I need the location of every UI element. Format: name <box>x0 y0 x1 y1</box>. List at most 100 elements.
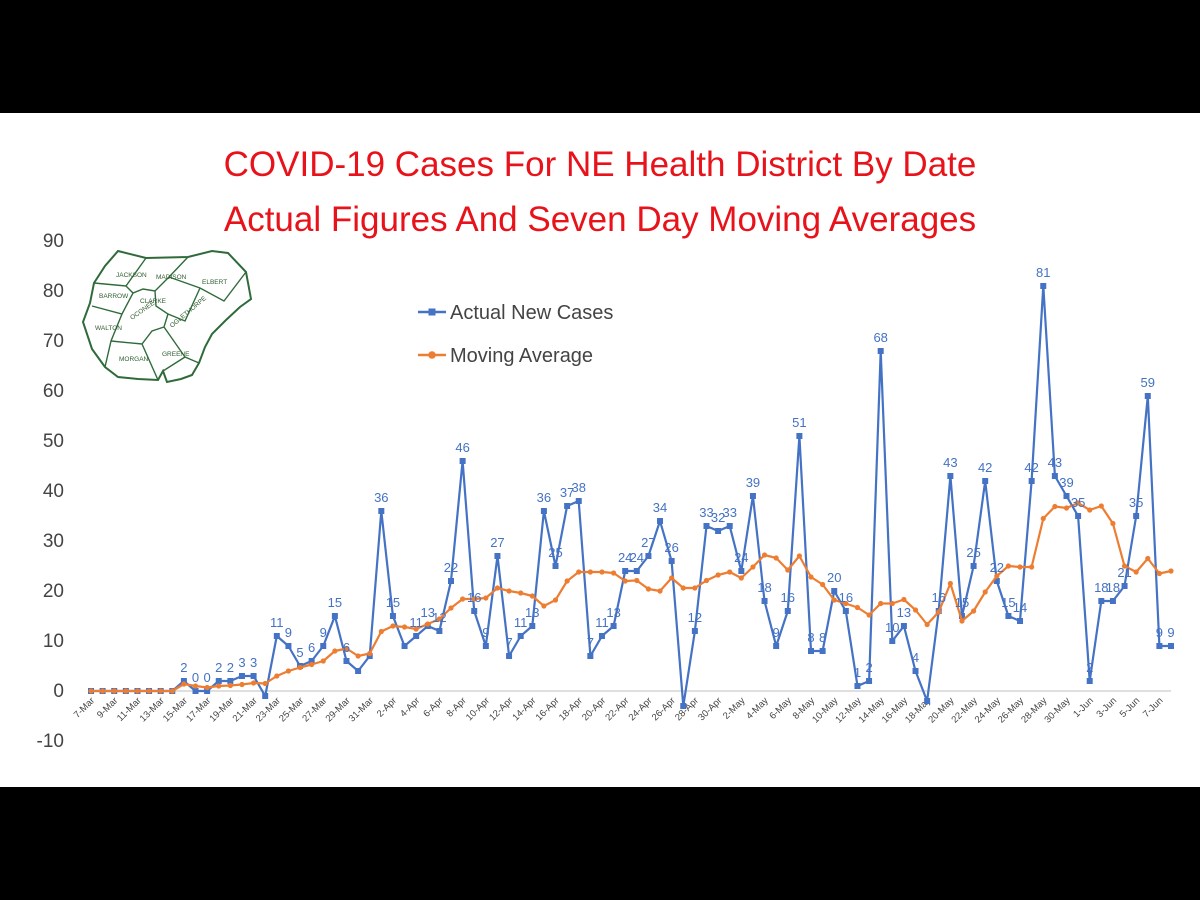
actual-cases-point <box>436 628 443 634</box>
data-label: 9 <box>1156 625 1163 640</box>
chart-frame: COVID-19 Cases For NE Health District By… <box>0 113 1200 787</box>
moving-average-point <box>692 585 698 591</box>
data-label: 9 <box>320 625 327 640</box>
data-label: 25 <box>966 545 980 560</box>
moving-average-point <box>541 603 547 609</box>
x-axis: 7-Mar9-Mar11-Mar13-Mar15-Mar17-Mar19-Mar… <box>72 695 1166 725</box>
data-label: 15 <box>386 595 400 610</box>
data-label: 24 <box>630 550 644 565</box>
legend-label-actual: Actual New Cases <box>450 302 613 324</box>
moving-average-point <box>401 624 408 630</box>
moving-average-point <box>970 608 977 614</box>
actual-cases-point <box>610 623 617 629</box>
actual-cases-point <box>355 668 362 674</box>
actual-cases-point <box>738 568 745 574</box>
county-label-madison: MADISON <box>156 274 187 281</box>
actual-cases-point <box>819 648 826 654</box>
x-tick-label: 29-Mar <box>324 695 353 724</box>
x-tick-label: 7-Jun <box>1141 695 1166 720</box>
moving-average-point <box>1087 507 1093 513</box>
district-map-borders <box>91 256 247 381</box>
actual-cases-point <box>471 608 478 614</box>
actual-cases-point <box>308 658 315 664</box>
actual-cases-point <box>842 608 849 614</box>
moving-average-point <box>274 673 280 679</box>
actual-cases-point <box>180 678 187 684</box>
data-label: 11 <box>595 615 609 630</box>
data-label: 24 <box>618 550 632 565</box>
moving-average-point <box>134 688 141 694</box>
x-tick-label: 5-Jun <box>1118 695 1143 720</box>
x-tick-label: 30-May <box>1042 695 1072 725</box>
moving-average-point <box>1005 563 1012 569</box>
data-label: 37 <box>560 485 574 500</box>
actual-cases-point <box>529 623 536 629</box>
data-label: 11 <box>409 615 423 630</box>
moving-average-point <box>1110 520 1116 527</box>
moving-average-point <box>761 552 768 558</box>
actual-cases-point <box>1063 493 1070 499</box>
moving-average-point <box>587 569 593 575</box>
data-label: 7 <box>505 635 512 650</box>
legend-marker-actual <box>428 308 436 316</box>
y-tick-label: 0 <box>53 681 64 702</box>
moving-average-point <box>367 650 373 657</box>
chart-title-line2: Actual Figures And Seven Day Moving Aver… <box>224 200 976 239</box>
data-label: 34 <box>653 500 667 515</box>
moving-average-point <box>1168 568 1174 574</box>
moving-average-point <box>680 585 686 591</box>
moving-average-point <box>343 645 350 652</box>
data-label: 36 <box>537 490 551 505</box>
moving-average-point <box>494 585 501 591</box>
data-label: 12 <box>432 610 446 625</box>
actual-cases-point <box>912 668 919 674</box>
data-label: 14 <box>1013 600 1027 615</box>
moving-average-point <box>982 589 988 595</box>
actual-cases-point <box>378 508 385 514</box>
actual-cases-point <box>993 578 1000 584</box>
moving-average-point <box>843 600 849 607</box>
moving-average-point <box>123 688 129 694</box>
moving-average-point <box>866 612 872 618</box>
actual-cases-point <box>552 563 559 569</box>
county-label-barrow: BARROW <box>99 293 129 300</box>
actual-cases-point <box>494 553 501 559</box>
moving-average-point <box>216 683 222 689</box>
moving-average-point <box>669 575 675 581</box>
data-label: 27 <box>641 535 655 550</box>
data-label: 13 <box>606 605 620 620</box>
moving-average-point <box>425 621 431 627</box>
moving-average-point <box>564 578 570 584</box>
data-label: 33 <box>699 505 713 520</box>
data-label: 26 <box>664 540 678 555</box>
moving-average-point <box>506 588 512 594</box>
moving-average-point <box>576 569 582 575</box>
x-tick-label: 23-Mar <box>254 695 283 724</box>
actual-cases-point <box>808 648 814 654</box>
data-label: 81 <box>1036 265 1050 280</box>
moving-average-point <box>100 688 106 694</box>
actual-cases-point <box>250 673 257 679</box>
chart: COVID-19 Cases For NE Health District By… <box>37 145 1175 752</box>
actual-cases-point <box>831 588 838 594</box>
actual-cases-point <box>204 688 211 694</box>
county-label-morgan: MORGAN <box>119 356 149 363</box>
data-label: 21 <box>1117 565 1131 580</box>
moving-average-point <box>994 573 1000 579</box>
moving-average-point <box>250 680 257 686</box>
data-label: 59 <box>1141 375 1155 390</box>
x-tick-label: 30-Apr <box>696 695 724 723</box>
data-label: 18 <box>757 580 771 595</box>
data-label: 6 <box>308 640 315 655</box>
moving-average-point <box>158 688 164 694</box>
data-label: 2 <box>227 660 234 675</box>
actual-cases-point <box>540 508 547 514</box>
data-label: 0 <box>204 670 211 685</box>
actual-cases-point <box>924 698 931 704</box>
data-label: 9 <box>482 625 489 640</box>
data-label: 33 <box>722 505 736 520</box>
moving-average-point <box>1052 503 1058 510</box>
district-map-inset: JACKSON MADISON ELBERT BARROW CLARKE OCO… <box>81 249 253 384</box>
actual-cases-point <box>749 493 756 499</box>
